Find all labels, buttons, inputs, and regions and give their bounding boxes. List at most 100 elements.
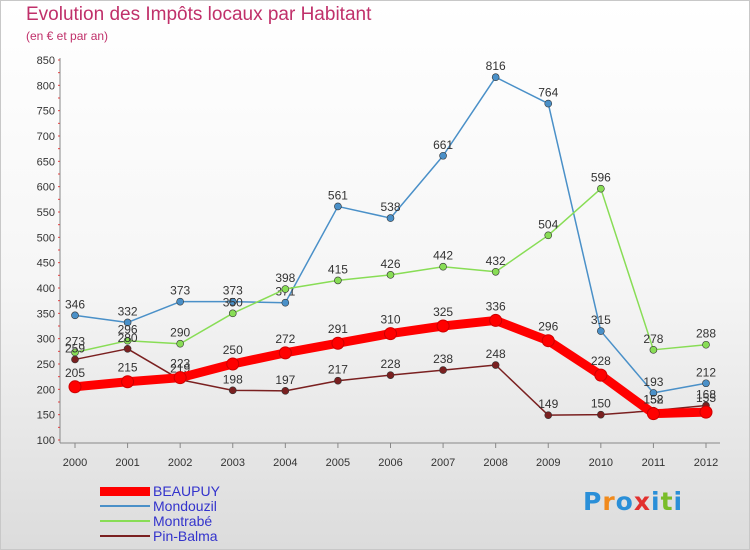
data-label-beaupuy: 310: [380, 313, 400, 327]
data-point-mondouzil: [702, 379, 710, 388]
data-point-mondouzil: [176, 297, 184, 306]
data-label-montrab-: 504: [538, 217, 558, 231]
data-label-pin-balma: 150: [591, 397, 611, 411]
data-label-mondouzil: 346: [65, 297, 85, 311]
x-tick-label: 2007: [431, 457, 455, 469]
legend-label-pin-balma: Pin-Balma: [153, 528, 218, 544]
data-point-mondouzil: [71, 311, 79, 320]
data-point-beaupuy: [384, 327, 397, 341]
data-label-beaupuy: 336: [486, 299, 506, 313]
data-point-mondouzil: [491, 73, 500, 82]
data-label-montrab-: 290: [170, 326, 190, 340]
data-point-beaupuy: [699, 405, 713, 419]
data-label-mondouzil: 538: [380, 200, 400, 214]
data-point-pin-balma: [228, 386, 237, 395]
data-point-beaupuy: [331, 336, 345, 350]
data-label-mondouzil: 373: [170, 284, 190, 298]
legend-item-mondouzil: Mondouzil: [100, 498, 300, 514]
data-label-beaupuy: 272: [275, 332, 295, 346]
data-point-montrab-: [544, 231, 553, 240]
data-label-beaupuy: 205: [65, 366, 85, 380]
data-label-montrab-: 350: [223, 295, 243, 309]
data-point-pin-balma: [386, 371, 395, 379]
y-tick-label: 450: [37, 258, 55, 270]
data-label-montrab-: 398: [275, 271, 295, 285]
data-point-pin-balma: [281, 387, 290, 395]
data-label-montrab-: 596: [591, 171, 611, 185]
y-tick-label: 850: [37, 55, 55, 67]
series-line-mondouzil: [74, 76, 707, 394]
chart-title: Evolution des Impôts locaux par Habitant: [26, 4, 372, 25]
y-tick-label: 250: [37, 359, 55, 371]
data-point-pin-balma: [123, 344, 132, 353]
legend-item-pin-balma: Pin-Balma: [100, 528, 300, 544]
legend-label-beaupuy: BEAUPUY: [153, 483, 220, 499]
legend-label-montrabe: Montrabé: [153, 513, 213, 529]
data-point-mondouzil: [649, 389, 658, 397]
data-label-beaupuy: 155: [696, 391, 716, 405]
data-point-montrab-: [281, 285, 290, 293]
data-point-pin-balma: [544, 411, 553, 419]
x-tick-label: 2002: [168, 457, 192, 469]
data-point-pin-balma: [597, 410, 605, 419]
data-point-pin-balma: [491, 361, 500, 369]
data-point-beaupuy: [541, 334, 555, 348]
legend-label-mondouzil: Mondouzil: [153, 498, 217, 514]
legend: BEAUPUY Mondouzil Montrabé Pin-Balma: [100, 483, 300, 544]
data-label-beaupuy: 152: [643, 393, 663, 407]
data-label-montrab-: 426: [380, 257, 400, 271]
y-tick-label: 800: [37, 80, 55, 92]
data-label-pin-balma: 217: [328, 363, 348, 377]
x-tick-label: 2004: [273, 457, 297, 469]
data-label-mondouzil: 816: [486, 59, 506, 73]
data-label-mondouzil: 332: [118, 304, 138, 318]
x-tick-label: 2008: [483, 457, 507, 469]
data-label-mondouzil: 212: [696, 365, 716, 379]
x-tick-label: 2001: [115, 457, 139, 469]
x-tick-label: 2003: [221, 457, 245, 469]
data-point-mondouzil: [597, 327, 605, 335]
data-label-pin-balma: 238: [433, 352, 453, 366]
data-label-mondouzil: 193: [643, 375, 663, 389]
data-label-pin-balma: 280: [118, 331, 138, 345]
legend-swatch-pin-balma: [100, 535, 150, 537]
data-label-mondouzil: 561: [328, 188, 348, 202]
legend-swatch-mondouzil: [100, 505, 150, 507]
y-tick-label: 650: [37, 156, 55, 168]
y-tick-label: 200: [37, 384, 55, 396]
y-tick-label: 150: [37, 410, 55, 422]
data-point-mondouzil: [439, 151, 447, 160]
x-tick-label: 2010: [589, 457, 613, 469]
data-label-montrab-: 415: [328, 262, 348, 276]
data-label-mondouzil: 315: [591, 313, 611, 327]
data-label-pin-balma: 198: [223, 372, 243, 386]
data-point-mondouzil: [334, 202, 342, 211]
legend-item-beaupuy: BEAUPUY: [100, 483, 300, 499]
data-label-mondouzil: 764: [538, 86, 558, 100]
y-tick-label: 100: [37, 435, 55, 447]
data-point-montrab-: [491, 267, 500, 276]
data-point-montrab-: [386, 271, 395, 279]
data-point-mondouzil: [544, 99, 553, 108]
data-point-beaupuy: [173, 371, 187, 385]
data-point-beaupuy: [489, 313, 503, 327]
data-label-beaupuy: 296: [538, 320, 558, 334]
data-label-montrab-: 273: [65, 334, 85, 348]
data-point-montrab-: [334, 276, 342, 285]
data-point-montrab-: [228, 309, 237, 318]
legend-item-montrabe: Montrabé: [100, 513, 300, 529]
data-label-beaupuy: 223: [170, 357, 190, 371]
y-tick-label: 300: [37, 334, 55, 346]
data-label-pin-balma: 228: [380, 357, 400, 371]
data-point-beaupuy: [278, 346, 292, 360]
data-point-pin-balma: [334, 376, 342, 385]
data-label-mondouzil: 373: [223, 284, 243, 298]
x-tick-label: 2009: [536, 457, 560, 469]
data-point-beaupuy: [68, 380, 82, 394]
data-label-beaupuy: 215: [118, 361, 138, 375]
data-point-mondouzil: [228, 297, 237, 306]
data-point-beaupuy: [594, 368, 608, 382]
data-label-beaupuy: 250: [223, 343, 243, 357]
